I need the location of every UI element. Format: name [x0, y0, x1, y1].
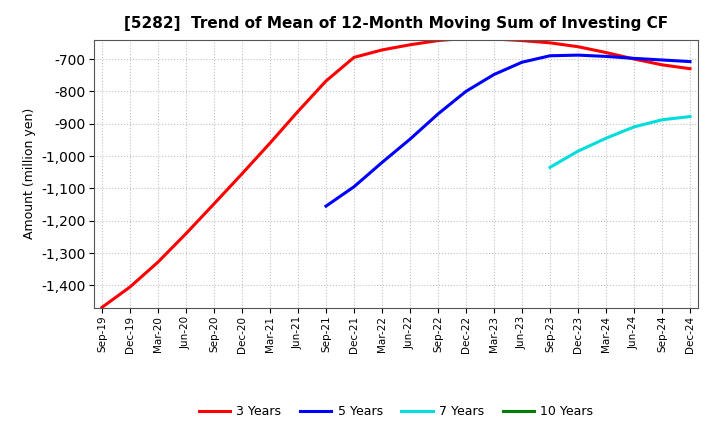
3 Years: [546, 40, 554, 45]
3 Years: [685, 66, 694, 71]
3 Years: [126, 284, 135, 290]
3 Years: [378, 48, 387, 53]
7 Years: [657, 117, 666, 122]
5 Years: [462, 89, 470, 94]
5 Years: [602, 54, 611, 59]
3 Years: [630, 56, 639, 62]
7 Years: [574, 149, 582, 154]
3 Years: [210, 201, 218, 206]
Y-axis label: Amount (million yen): Amount (million yen): [23, 108, 36, 239]
Legend: 3 Years, 5 Years, 7 Years, 10 Years: 3 Years, 5 Years, 7 Years, 10 Years: [194, 400, 598, 423]
3 Years: [462, 36, 470, 41]
Line: 5 Years: 5 Years: [326, 55, 690, 206]
5 Years: [350, 184, 359, 189]
5 Years: [657, 57, 666, 62]
3 Years: [322, 78, 330, 84]
5 Years: [546, 53, 554, 59]
5 Years: [433, 111, 442, 117]
3 Years: [602, 50, 611, 55]
3 Years: [433, 38, 442, 43]
3 Years: [294, 109, 302, 114]
3 Years: [98, 305, 107, 310]
Title: [5282]  Trend of Mean of 12-Month Moving Sum of Investing CF: [5282] Trend of Mean of 12-Month Moving …: [124, 16, 668, 32]
5 Years: [378, 160, 387, 165]
3 Years: [657, 62, 666, 67]
5 Years: [490, 72, 498, 77]
Line: 3 Years: 3 Years: [102, 38, 690, 308]
5 Years: [630, 56, 639, 61]
7 Years: [602, 136, 611, 141]
3 Years: [574, 44, 582, 49]
3 Years: [490, 37, 498, 42]
7 Years: [685, 114, 694, 119]
5 Years: [685, 59, 694, 64]
3 Years: [518, 38, 526, 43]
3 Years: [350, 55, 359, 60]
5 Years: [322, 203, 330, 209]
5 Years: [574, 52, 582, 58]
7 Years: [546, 165, 554, 170]
3 Years: [238, 171, 246, 176]
7 Years: [630, 124, 639, 129]
3 Years: [405, 42, 414, 48]
3 Years: [153, 260, 162, 265]
Line: 7 Years: 7 Years: [550, 117, 690, 167]
5 Years: [518, 59, 526, 65]
5 Years: [405, 136, 414, 142]
3 Years: [266, 140, 274, 146]
3 Years: [181, 231, 190, 236]
